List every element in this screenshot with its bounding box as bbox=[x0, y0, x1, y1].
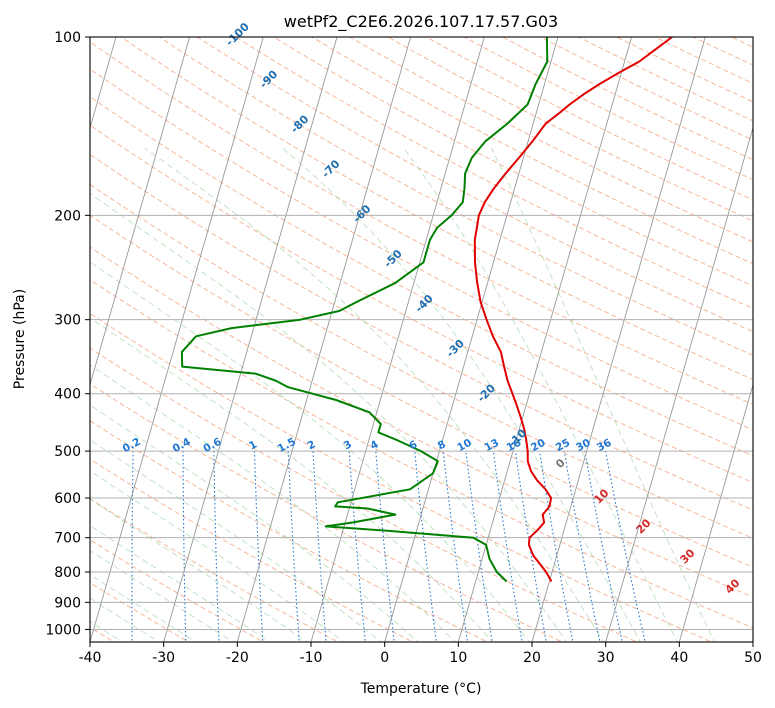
dry-adiabat bbox=[90, 246, 753, 598]
isotherm bbox=[605, 126, 753, 642]
dry-adiabat bbox=[90, 96, 753, 457]
moist-adiabat bbox=[90, 498, 308, 642]
moist-adiabat bbox=[90, 261, 531, 642]
mixing-ratio-line bbox=[539, 451, 574, 642]
mixing-ratio-line bbox=[584, 451, 623, 642]
dry-adiabat bbox=[196, 37, 753, 333]
isotherm bbox=[678, 383, 753, 642]
moist-adiabat bbox=[491, 147, 715, 642]
moist-adiabat bbox=[90, 573, 197, 642]
reference-lines bbox=[90, 37, 753, 642]
isotherm bbox=[310, 37, 485, 642]
moist-adiabat bbox=[403, 147, 678, 642]
mixing-ratio-line bbox=[182, 451, 187, 642]
isotherm bbox=[384, 37, 559, 642]
isotherm bbox=[236, 37, 412, 642]
y-tick-label: 200 bbox=[54, 208, 81, 224]
dry-adiabat bbox=[158, 37, 753, 356]
chart-title: wetPf2_C2E6.2026.107.17.57.G03 bbox=[284, 12, 558, 32]
grid bbox=[90, 37, 753, 642]
dry-adiabat bbox=[90, 183, 753, 539]
dry-adiabat bbox=[120, 37, 753, 381]
moist-adiabat bbox=[90, 404, 419, 642]
y-tick-label: 300 bbox=[54, 313, 81, 329]
y-tick-label: 400 bbox=[54, 387, 81, 403]
x-axis-label: Temperature (°C) bbox=[360, 681, 482, 697]
dry-adiabat bbox=[90, 214, 753, 568]
y-axis-label: Pressure (hPa) bbox=[12, 289, 28, 389]
y-tick-label: 100 bbox=[54, 30, 81, 46]
x-tick-label: -30 bbox=[152, 650, 175, 666]
mixing-ratio-line bbox=[605, 451, 646, 642]
dry-adiabat bbox=[348, 37, 753, 243]
mixing-ratio-line bbox=[563, 451, 601, 642]
dry-adiabat bbox=[90, 124, 753, 484]
y-axis-ticks: 100 200 300 400 500 600 700 800 900 1000 bbox=[45, 30, 90, 638]
dry-adiabat bbox=[90, 383, 564, 642]
dry-adiabat bbox=[463, 37, 753, 181]
dry-adiabat bbox=[90, 498, 340, 642]
dry-adiabat bbox=[234, 37, 753, 310]
x-tick-label: 40 bbox=[670, 650, 688, 666]
dry-adiabat bbox=[90, 279, 753, 629]
x-tick-label: -40 bbox=[79, 650, 102, 666]
x-tick-label: 20 bbox=[523, 650, 541, 666]
mixing-ratio-line bbox=[514, 451, 547, 642]
dewpoint-line bbox=[180, 37, 549, 583]
x-axis-ticks: -40 -30 -20 -10 0 10 20 30 40 50 bbox=[79, 642, 762, 666]
dry-adiabat bbox=[90, 458, 415, 642]
moist-adiabat bbox=[90, 364, 456, 642]
y-tick-label: 700 bbox=[54, 531, 81, 547]
y-tick-label: 900 bbox=[54, 595, 81, 611]
isotherm bbox=[90, 37, 191, 387]
y-tick-label: 1000 bbox=[45, 622, 81, 638]
dry-adiabat bbox=[387, 37, 753, 222]
x-tick-label: 50 bbox=[744, 650, 762, 666]
temperature-line bbox=[473, 37, 673, 582]
mixing-ratio-line bbox=[253, 451, 264, 642]
isotherm bbox=[90, 37, 264, 642]
isotherm bbox=[457, 37, 633, 642]
isotherm bbox=[531, 37, 706, 642]
y-tick-label: 600 bbox=[54, 491, 81, 507]
x-tick-label: 10 bbox=[449, 650, 467, 666]
moist-adiabat bbox=[144, 147, 605, 642]
y-tick-label: 800 bbox=[54, 565, 81, 581]
dry-adiabat bbox=[90, 153, 753, 511]
x-tick-label: 0 bbox=[380, 650, 389, 666]
moist-adiabat bbox=[90, 597, 160, 642]
mixing-ratio-line bbox=[492, 451, 523, 642]
dry-adiabat bbox=[90, 41, 753, 405]
x-tick-label: -10 bbox=[300, 650, 323, 666]
dry-adiabat bbox=[90, 68, 753, 431]
y-tick-label: 500 bbox=[54, 444, 81, 460]
dry-adiabat bbox=[90, 539, 265, 642]
mixing-ratio-line bbox=[213, 451, 220, 642]
moist-adiabat bbox=[282, 147, 642, 642]
dry-adiabat bbox=[425, 37, 753, 201]
plot-frame bbox=[89, 36, 754, 643]
isotherm bbox=[163, 37, 338, 642]
x-tick-label: 30 bbox=[597, 650, 615, 666]
sounding-series bbox=[180, 37, 673, 583]
x-tick-label: -20 bbox=[226, 650, 249, 666]
